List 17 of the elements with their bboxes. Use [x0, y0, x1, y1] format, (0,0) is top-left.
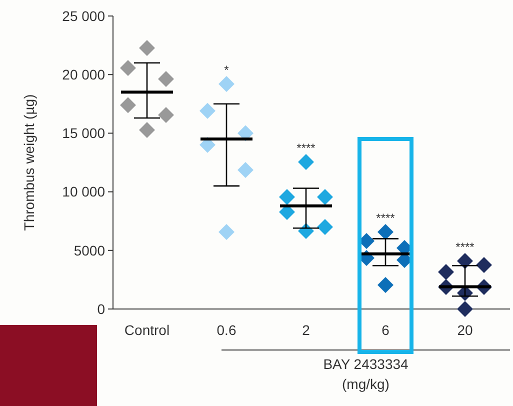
y-tick-label: 25 000: [62, 8, 106, 24]
x-tick-label: 6: [382, 322, 390, 338]
y-tick-label: 0: [97, 300, 106, 317]
text: BAY 2433334 (mg/kg): [323, 356, 409, 392]
y-tick-label: 15 000: [62, 125, 106, 142]
annotation: ****: [456, 240, 475, 254]
x-tick-label: 2: [302, 322, 310, 338]
x-tick-label: Control: [124, 322, 170, 338]
annotation: ****: [296, 141, 316, 156]
annotation: *: [224, 63, 230, 78]
x-tick-label: 0.6: [216, 322, 236, 338]
y-tick-label: 20 000: [62, 66, 106, 82]
x-tick-label: 20: [457, 322, 473, 338]
y-axis-title: Thrombus weight (µg): [21, 94, 37, 231]
y-tick-label: 5000: [74, 242, 106, 258]
y-tick-label: 10 000: [62, 184, 106, 200]
annotation: ****: [376, 211, 396, 226]
